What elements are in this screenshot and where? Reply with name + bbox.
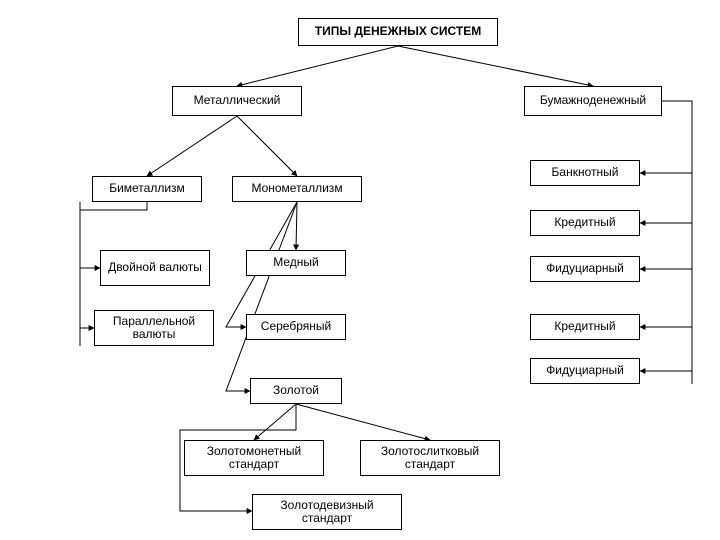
node-dvoinoi: Двойной валюты	[100, 250, 210, 286]
node-credit1: Кредитный	[530, 210, 640, 236]
node-credit2: Кредитный	[530, 314, 640, 340]
node-banknote: Банкнотный	[530, 160, 640, 186]
node-parallel: Параллельной валюты	[94, 310, 214, 346]
node-serebr: Серебряный	[246, 314, 346, 340]
node-golddev: Золотодевизный стандарт	[252, 494, 402, 530]
node-bimet: Биметаллизм	[92, 176, 202, 202]
node-goldcoin: Золотомонетный стандарт	[184, 440, 324, 476]
node-monomet: Монометаллизм	[232, 176, 362, 202]
node-fiduc2: Фидуциарный	[530, 358, 640, 384]
node-goldbar: Золотослитковый стандарт	[360, 440, 500, 476]
node-mednyi: Медный	[246, 250, 346, 276]
node-fiduc1: Фидуциарный	[530, 256, 640, 282]
diagram-canvas: ТИПЫ ДЕНЕЖНЫХ СИСТЕМ Металлический Бумажно…	[0, 0, 720, 540]
node-root: ТИПЫ ДЕНЕЖНЫХ СИСТЕМ	[298, 18, 498, 46]
node-paper: Бумажноденежный	[524, 86, 662, 116]
node-zolotoi: Золотой	[250, 378, 342, 404]
node-metal: Металлический	[172, 86, 302, 116]
